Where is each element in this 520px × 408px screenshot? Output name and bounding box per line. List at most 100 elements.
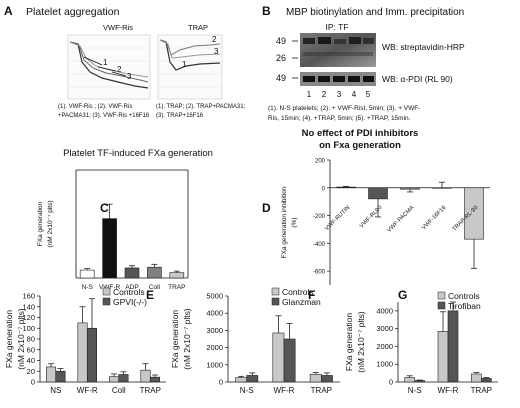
trace-curve-1: [159, 39, 221, 71]
curve-1-label: 1: [182, 60, 187, 69]
trace-curve-3: [159, 39, 221, 59]
wb-top-label: WB: streptavidin-HRP: [382, 42, 465, 52]
panel-b-caption-line-2: Ris, 15min; (4). +TRAP, 5min; (5). +TRAP…: [268, 115, 411, 122]
panel-a-letter: A: [4, 4, 13, 18]
legend-swatch: [437, 301, 446, 310]
lane-number: 3: [337, 90, 342, 99]
panel-b-caption-line-1: (1). N-S platelets; (2). + VWF-Rist, 5mi…: [268, 105, 420, 112]
y-axis-label: FXa generation: [170, 310, 180, 368]
x-tick-label: N-S: [408, 386, 422, 395]
legend-label: GPVI(-/-): [113, 297, 147, 307]
panel-b-title: MBP biotinylation and Imm. precipitation: [286, 7, 464, 18]
y-axis-label: FXa generation inhibition: [281, 186, 288, 258]
y-tick-label: 20: [27, 367, 35, 376]
panel-a-left-label: VWF-Ris: [103, 23, 133, 32]
y-axis-label: (%): [291, 217, 298, 227]
curve-1-label: 1: [103, 58, 108, 67]
x-tick-label: TRAP: [311, 386, 332, 395]
bar: [140, 369, 151, 383]
legend-swatch: [102, 297, 111, 306]
x-tick-label: WF-R: [274, 386, 295, 395]
x-tick-label: VWF-16F16: [421, 205, 447, 231]
panel-b-letter: B: [262, 4, 271, 18]
y-axis-label: (nM 2x10⁻⁷ plts): [47, 201, 54, 248]
x-tick-label: TRAP: [471, 386, 492, 395]
panel-letter: G: [398, 288, 407, 302]
y-axis-label: (nM 2x10⁻⁷ plts): [182, 308, 192, 370]
mw-marker-49-top: 49: [276, 36, 286, 46]
blot-band: [349, 37, 361, 44]
panel-a-left-caption-line-1: (1). VWF-Ris ; (2). VWF-Ris: [58, 104, 132, 110]
panel-letter: F: [308, 288, 315, 302]
lane-number: 5: [366, 90, 371, 99]
y-tick-label: 80: [27, 335, 35, 344]
legend-label: Controls: [448, 291, 480, 301]
bar: [481, 378, 492, 383]
y-tick-label: -400: [313, 242, 326, 248]
bar: [235, 377, 247, 383]
y-tick-label: 4000: [206, 309, 223, 318]
lane-number: 2: [322, 90, 327, 99]
blot-band: [363, 76, 374, 82]
lane-number: 1: [307, 90, 312, 99]
curve-2-label: 2: [117, 65, 122, 74]
curve-2-label: 2: [212, 35, 217, 44]
x-tick-label: N-S: [240, 386, 254, 395]
bar: [124, 267, 140, 279]
trace-curve-1: [69, 41, 149, 89]
x-tick-label: VWF-PACMA: [386, 205, 415, 234]
bar: [321, 375, 333, 383]
blot-band: [334, 39, 346, 44]
bar: [414, 380, 425, 383]
x-tick-label: WF-R: [77, 386, 98, 395]
legend-swatch: [271, 297, 280, 306]
trace-frame: [67, 34, 151, 100]
bar: [404, 377, 415, 383]
x-tick-label: TRAP: [168, 284, 185, 291]
bar: [464, 187, 484, 240]
y-tick-label: 5000: [206, 292, 223, 301]
x-tick-label: TRAP: [140, 386, 161, 395]
y-tick-label: 0: [219, 378, 223, 387]
mw-marker-26: 26: [276, 53, 286, 63]
blot-band: [348, 76, 360, 82]
panel-letter: E: [146, 288, 154, 302]
panel-d-title-line-2: on Fxa generation: [319, 140, 401, 151]
wb-bottom-label: WB: α-PDI (RL 90): [382, 74, 453, 84]
y-tick-label: 3000: [206, 326, 223, 335]
curve-3-label: 3: [214, 47, 219, 56]
bar: [368, 187, 388, 200]
panel-a-left-caption-line-2: +PACMA31; (3). VWF-Ris +16F16: [58, 113, 150, 119]
bar: [272, 332, 285, 383]
ip-label: IP: TF: [326, 22, 349, 32]
y-tick-label: -600: [313, 270, 326, 276]
y-tick-label: 200: [315, 159, 326, 165]
bar: [309, 373, 322, 383]
bar: [118, 374, 129, 383]
panel-letter: C: [100, 201, 109, 215]
chart-g: G FXa generation (nM 2x10⁻⁷ plts) 0 1000 2000…: [344, 288, 498, 395]
panel-d-title-line-1: No effect of PDI inhibitors: [302, 128, 419, 139]
y-tick-label: 0: [322, 186, 326, 192]
legend-label: Tirofiban: [448, 301, 481, 311]
bar: [109, 376, 120, 383]
curve-1-pointer: [83, 56, 103, 66]
panel-a-right-caption-line-1: (1). TRAP; (2). TRAP+PACMA31;: [156, 104, 246, 110]
panel-a: A Platelet aggregation VWF-Ris TRAP 1 2 …: [4, 4, 246, 119]
bar: [283, 338, 296, 383]
y-tick-label: 140: [22, 302, 35, 311]
blot-streptavidin: [300, 33, 376, 67]
mw-marker-49-bottom: 49: [276, 73, 286, 83]
legend-label: Controls: [282, 287, 314, 297]
bar: [169, 272, 185, 279]
bar: [55, 370, 66, 383]
bar: [246, 375, 259, 383]
x-tick-label: N-S: [82, 284, 94, 291]
x-tick-label: VWF-RUTIN: [324, 205, 351, 232]
blot-band: [303, 76, 315, 82]
chart-e: E FXa generation (nM 2x10⁻⁷ plts) 0 20 40 6080…: [4, 287, 166, 395]
blot-band: [363, 38, 374, 44]
chart-c: C FXa generation (nM 2x10⁻⁷ plts) N-S VWF-R A…: [37, 169, 189, 291]
legend-swatch: [271, 287, 280, 296]
